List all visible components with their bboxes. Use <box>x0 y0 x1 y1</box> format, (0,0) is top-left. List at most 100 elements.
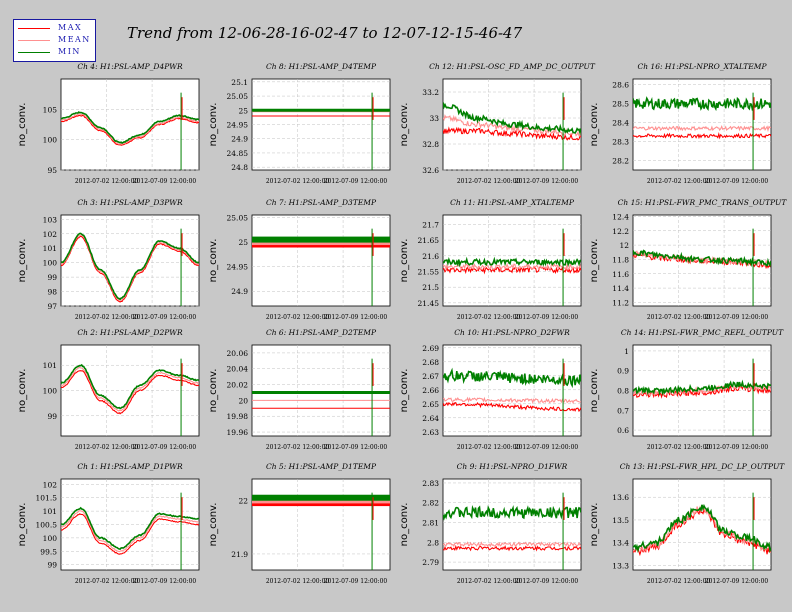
y-axis-label: no_conv. <box>399 239 410 283</box>
x-tick-label: 2012-07-09 12:00:00 <box>324 178 388 185</box>
y-tick-label: 21.55 <box>418 267 440 276</box>
x-tick-label: 2012-07-09 12:00:00 <box>705 178 769 185</box>
series-group <box>61 358 199 436</box>
y-tick-label: 101 <box>43 244 57 253</box>
y-tick-label: 24.8 <box>231 163 248 172</box>
chart-title: Ch 16: H1:PSL-NPRO_XTALTEMP <box>637 62 767 71</box>
y-tick-label: 24.85 <box>227 149 249 158</box>
plot-area <box>60 214 200 307</box>
y-axis-label: no_conv. <box>17 103 28 147</box>
page-title: Trend from 12-06-28-16-02-47 to 12-07-12… <box>127 24 523 42</box>
y-tick-label: 0.9 <box>617 367 629 376</box>
series-group <box>633 92 771 170</box>
x-tick-label: 2012-07-09 12:00:00 <box>133 314 197 321</box>
x-tick-label: 2012-07-09 12:00:00 <box>515 578 579 585</box>
x-tick-label: 2012-07-09 12:00:00 <box>324 314 388 321</box>
y-tick-label: 98 <box>47 288 57 297</box>
y-tick-label: 2.8 <box>427 538 439 547</box>
legend-swatch-mean <box>18 40 50 41</box>
series-mean <box>61 510 199 553</box>
legend-item-min: MIN <box>14 46 95 58</box>
x-tick-label: 2012-07-09 12:00:00 <box>133 444 197 451</box>
plot-area <box>632 478 772 571</box>
y-tick-label: 25.1 <box>231 78 248 87</box>
series-group <box>61 492 199 570</box>
y-tick-label: 25 <box>238 238 248 247</box>
y-tick-label: 100 <box>43 259 58 268</box>
y-tick-label: 2.68 <box>422 358 439 367</box>
series-max <box>61 111 199 144</box>
y-axis-label: no_conv. <box>589 369 600 413</box>
x-tick-label: 2012-07-02 12:00:00 <box>266 444 330 451</box>
plot-area <box>251 214 391 307</box>
y-tick-label: 21.45 <box>418 299 440 308</box>
chart-panel: 19.96 19.98 20 20.02 20.04 20.06 2012-07-02 12… <box>208 328 391 451</box>
y-tick-label: 21.5 <box>422 283 439 292</box>
series-group <box>633 228 771 306</box>
plot-area <box>632 78 772 171</box>
x-tick-label: 2012-07-09 12:00:00 <box>324 444 388 451</box>
y-tick-label: 102 <box>43 480 58 489</box>
x-tick-label: 2012-07-09 12:00:00 <box>133 178 197 185</box>
y-tick-label: 33.2 <box>422 88 439 97</box>
y-tick-label: 1 <box>624 347 629 356</box>
x-tick-label: 2012-07-09 12:00:00 <box>705 578 769 585</box>
series-mean <box>633 383 771 397</box>
chart-title: Ch 8: H1:PSL-AMP_D4TEMP <box>266 62 377 71</box>
series-max <box>443 256 581 268</box>
y-tick-label: 0.7 <box>617 406 629 415</box>
y-tick-label: 24.95 <box>227 263 249 272</box>
series-max <box>633 503 771 554</box>
y-tick-label: 32.6 <box>422 166 439 175</box>
chart-panel: 97 98 99 100 101 102 103 2012-07-02 12:00:00201… <box>17 198 200 321</box>
y-tick-label: 11.8 <box>612 255 629 264</box>
y-tick-label: 0.8 <box>617 387 629 396</box>
series-group <box>443 228 581 306</box>
series-group <box>443 492 581 570</box>
legend-label-min: MIN <box>58 47 81 56</box>
y-tick-label: 28.4 <box>612 119 629 128</box>
chart-title: Ch 2: H1:PSL-AMP_D2PWR <box>77 328 183 337</box>
y-tick-label: 95 <box>47 166 57 175</box>
y-tick-label: 2.69 <box>422 344 439 353</box>
chart-panel: 2.79 2.8 2.81 2.82 2.83 2012-07-02 12:00:0020… <box>399 462 582 585</box>
x-tick-label: 2012-07-09 12:00:00 <box>324 578 388 585</box>
series-max <box>61 506 199 550</box>
legend: MAX MEAN MIN <box>13 19 96 62</box>
y-tick-label: 24.9 <box>231 287 248 296</box>
series-mean <box>443 396 581 405</box>
chart-title: Ch 10: H1:PSL-NPRO_D2FWR <box>454 328 570 337</box>
chart-title: Ch 3: H1:PSL-AMP_D3PWR <box>77 198 183 207</box>
x-tick-label: 2012-07-02 12:00:00 <box>75 178 139 185</box>
y-tick-label: 19.96 <box>227 428 249 437</box>
y-tick-label: 25.05 <box>227 213 249 222</box>
x-tick-label: 2012-07-02 12:00:00 <box>75 314 139 321</box>
legend-label-max: MAX <box>58 23 83 32</box>
legend-label-mean: MEAN <box>58 35 91 44</box>
chart-title: Ch 12: H1:PSL-OSC_FD_AMP_DC_OUTPUT <box>429 62 596 71</box>
y-axis-label: no_conv. <box>399 503 410 547</box>
x-tick-label: 2012-07-02 12:00:00 <box>457 314 521 321</box>
y-tick-label: 99 <box>47 273 57 282</box>
y-tick-label: 2.79 <box>422 558 439 567</box>
chart-panel: 2.63 2.64 2.65 2.66 2.67 2.68 2.69 2012-07-02 1… <box>399 328 582 451</box>
x-tick-label: 2012-07-02 12:00:00 <box>457 444 521 451</box>
chart-title: Ch 15: H1:PSL-FWR_PMC_TRANS_OUTPUT <box>618 198 788 207</box>
y-axis-label: no_conv. <box>208 503 219 547</box>
y-tick-label: 28.2 <box>612 157 629 166</box>
y-tick-label: 2.66 <box>422 386 439 395</box>
series-max <box>443 367 581 389</box>
chart-panel: 21.45 21.5 21.55 21.6 21.65 21.7 2012-07-02 12… <box>399 198 582 321</box>
x-tick-label: 2012-07-09 12:00:00 <box>515 178 579 185</box>
y-tick-label: 21.9 <box>231 550 248 559</box>
y-tick-label: 101 <box>43 361 57 370</box>
series-min <box>61 370 199 415</box>
series-group <box>443 92 581 170</box>
series-group <box>252 358 390 436</box>
series-group <box>443 358 581 436</box>
legend-item-max: MAX <box>14 22 95 34</box>
y-tick-label: 100 <box>43 387 58 396</box>
y-tick-label: 11.2 <box>612 298 629 307</box>
plot-area <box>60 78 200 171</box>
